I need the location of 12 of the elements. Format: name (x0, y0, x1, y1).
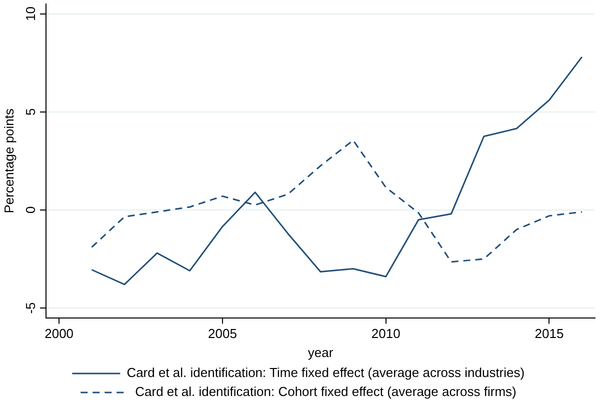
legend-label: Card et al. identification: Time fixed effect (average across industries) (126, 365, 525, 380)
y-tick-label: 10 (23, 6, 38, 22)
legend-label: Card et al. identification: Cohort fixed effect (average across firms) (135, 384, 516, 400)
x-tick-label: 2015 (534, 326, 564, 342)
x-tick-label: 2000 (44, 326, 74, 342)
x-tick-label: 2005 (208, 326, 237, 342)
x-tick-label: 2010 (371, 326, 400, 342)
y-tick-label: -5 (23, 302, 38, 314)
y-tick-label: 0 (23, 206, 38, 214)
x-axis-title: year (308, 344, 334, 360)
y-tick-label: 5 (23, 108, 38, 116)
y-axis-title: Percentage points (1, 108, 16, 214)
